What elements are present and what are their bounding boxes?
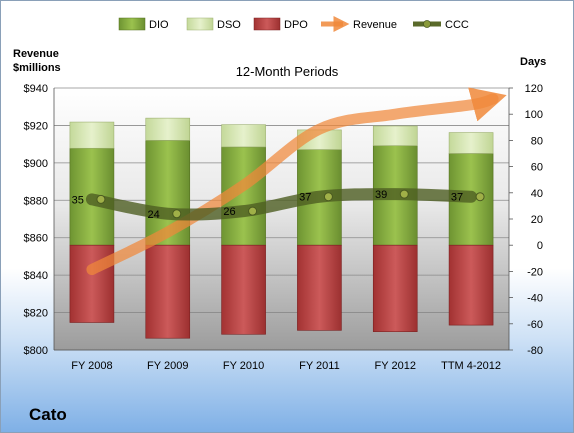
legend-item-dso: DSO [186, 17, 241, 31]
plot-area [54, 88, 509, 350]
y-right-tick-label: -80 [527, 345, 543, 357]
ccc-data-label: 37 [299, 192, 311, 204]
legend-revenue-label: Revenue [353, 19, 397, 31]
y-right-tick-label: -60 [527, 319, 543, 331]
bar-dpo [145, 244, 191, 339]
x-category-label: FY 2011 [299, 360, 340, 372]
bar-dso [69, 121, 115, 149]
y-right-tick-label: 100 [525, 109, 543, 121]
bar-dso [372, 125, 418, 146]
legend: DIO DSO DPO Revenue CCC [118, 15, 469, 33]
x-category-label: FY 2010 [223, 360, 264, 372]
bar-dso [221, 124, 266, 148]
ccc-marker [399, 189, 409, 199]
y-left-title-line1: Revenue [13, 48, 59, 60]
legend-dio-label: DIO [149, 19, 169, 31]
bar-dpo [372, 244, 418, 332]
legend-dso-swatch [186, 17, 214, 31]
y-right-axis: -80 -60 -40 -20 0 20 40 60 80 100 120 [508, 83, 543, 357]
legend-item-ccc: CCC [413, 19, 469, 31]
x-category-label: FY 2012 [375, 360, 416, 372]
y-left-tick-label: $920 [24, 120, 48, 132]
y-right-tick-label: 60 [531, 162, 543, 174]
ccc-marker [96, 194, 106, 204]
x-axis: FY 2008 FY 2009 FY 2010 FY 2011 FY 2012 TTM 4… [54, 349, 509, 372]
y-right-tick-label: 120 [525, 83, 543, 95]
chart-title: 12-Month Periods [236, 64, 339, 79]
bar-dso [448, 132, 494, 154]
y-right-tick-label: 80 [531, 135, 543, 147]
bar-dso [145, 117, 191, 141]
revenue-series [86, 87, 507, 276]
ccc-data-label: 26 [223, 206, 235, 218]
ccc-marker [248, 206, 258, 216]
ccc-data-label: 39 [375, 189, 387, 201]
legend-ccc-label: CCC [445, 19, 469, 31]
y-left-tick-label: $820 [24, 308, 48, 320]
bar-dpo [221, 244, 266, 335]
revenue-arrow [86, 87, 507, 276]
y-left-axis: $800 $820 $840 $860 $880 $900 $920 $940 [24, 83, 55, 357]
bar-dpo [448, 244, 494, 326]
legend-dpo-label: DPO [284, 19, 308, 31]
legend-dio-swatch [118, 17, 146, 31]
y-left-tick-label: $860 [24, 233, 48, 245]
y-right-tick-label: 20 [531, 214, 543, 226]
y-left-tick-label: $900 [24, 158, 48, 170]
y-right-title: Days [520, 56, 546, 68]
legend-dso-label: DSO [217, 19, 241, 31]
ccc-marker [475, 192, 485, 202]
x-category-label: FY 2009 [147, 360, 188, 372]
y-left-tick-label: $940 [24, 83, 48, 95]
ccc-data-label: 35 [72, 194, 84, 206]
y-right-tick-label: -40 [527, 293, 543, 305]
legend-item-revenue: Revenue [321, 15, 397, 33]
y-left-tick-label: $880 [24, 195, 48, 207]
ccc-data-label: 37 [451, 192, 463, 204]
y-right-tick-label: 0 [537, 240, 543, 252]
y-right-tick-label: -20 [527, 266, 543, 278]
legend-dpo-swatch [253, 17, 281, 31]
y-right-tick-label: 40 [531, 188, 543, 200]
legend-ccc-marker [423, 20, 431, 28]
y-left-tick-label: $840 [24, 270, 48, 282]
company-name: Cato [29, 405, 67, 424]
ccc-series: 35 24 26 37 39 37 [72, 188, 485, 221]
legend-item-dio: DIO [118, 17, 169, 31]
legend-item-dpo: DPO [253, 17, 308, 31]
bar-dpo [297, 244, 342, 331]
ccc-marker [172, 209, 182, 219]
y-left-title-line2: $millions [13, 62, 61, 74]
ccc-data-label: 24 [148, 209, 160, 221]
y-left-tick-label: $800 [24, 345, 48, 357]
x-category-label: TTM 4-2012 [441, 360, 501, 372]
x-category-label: FY 2008 [71, 360, 112, 372]
ccc-marker [323, 192, 333, 202]
